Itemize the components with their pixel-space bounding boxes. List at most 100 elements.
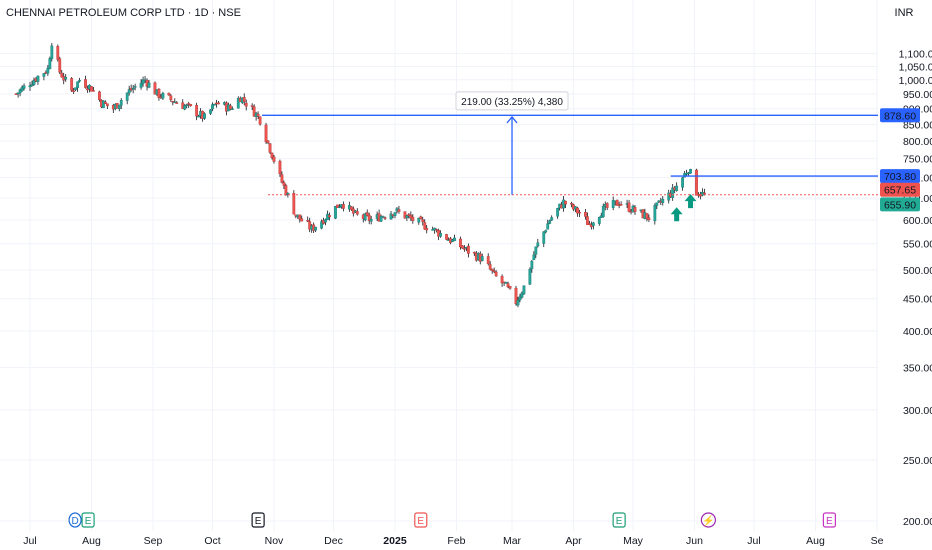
candle-up	[520, 292, 524, 298]
candle-down	[60, 72, 64, 78]
candle-up	[405, 215, 409, 219]
candle-up	[689, 169, 692, 174]
candle-down	[171, 100, 175, 103]
event-marker[interactable]	[81, 512, 95, 528]
candle-down	[419, 216, 423, 220]
candle-up	[133, 86, 137, 88]
level-price-tag: 878.60	[884, 110, 916, 122]
candle-up	[141, 79, 145, 84]
candle-up	[320, 221, 323, 229]
candle-down	[84, 79, 87, 88]
candle-down	[619, 204, 623, 206]
measure-label[interactable]: 219.00 (33.25%) 4,380	[455, 91, 569, 111]
candle-up	[675, 185, 679, 191]
event-marker[interactable]	[251, 512, 265, 528]
x-tick-label: Mar	[503, 535, 522, 547]
candle-down	[367, 214, 371, 221]
candle-up	[591, 222, 595, 226]
candle-down	[349, 206, 353, 210]
candle-down	[647, 217, 651, 220]
candle-up	[48, 58, 52, 70]
candle-up	[125, 92, 129, 101]
candle-down	[58, 58, 62, 73]
candle-up	[139, 82, 143, 88]
candle-down	[167, 92, 171, 96]
candle-up	[117, 104, 121, 110]
event-letter: E	[85, 516, 92, 527]
candle-up	[314, 226, 318, 231]
candle-up	[544, 230, 548, 233]
drawings[interactable]: 219.00 (33.25%) 4,380	[262, 91, 878, 222]
candle-up	[20, 87, 24, 92]
candle-down	[187, 103, 191, 105]
candle-down	[585, 216, 589, 225]
candle-up	[64, 76, 68, 80]
candle-down	[445, 234, 448, 240]
candle-down	[336, 204, 339, 209]
candle-down	[605, 203, 609, 208]
time-axis[interactable]: Jul Aug Sep Oct Nov Dec 2025 Feb Mar Apr May Jun Jul…	[23, 535, 883, 547]
candle-down	[703, 192, 706, 195]
candle-up	[30, 84, 34, 87]
measure-label-text: 219.00 (33.25%) 4,380	[461, 97, 563, 108]
candle-down	[695, 169, 698, 196]
candle-down	[494, 271, 498, 277]
candle-down	[244, 102, 248, 107]
event-marker[interactable]	[612, 512, 626, 528]
x-tick-label: Se	[871, 535, 884, 547]
candle-up	[671, 187, 675, 198]
level-price-tag-box	[880, 169, 920, 184]
candle-up	[530, 260, 534, 269]
candle-down	[292, 193, 296, 215]
candle-down	[98, 91, 101, 100]
level-price-tag-box	[880, 108, 920, 123]
candle-down	[157, 88, 161, 98]
y-tick-label: 500.00	[903, 265, 932, 277]
candle-up	[546, 223, 550, 230]
candle-up	[28, 85, 32, 88]
event-marker[interactable]	[414, 512, 428, 528]
candle-down	[282, 182, 286, 186]
candle-up	[681, 177, 685, 188]
event-letter: E	[417, 516, 424, 527]
candle-down	[280, 174, 284, 183]
grid	[0, 0, 878, 531]
candle-up	[236, 98, 240, 109]
candle-up	[50, 45, 54, 59]
candle-down	[627, 202, 631, 212]
candle-up	[597, 217, 601, 224]
candle-up	[369, 219, 373, 222]
x-tick-label: Jul	[23, 535, 36, 547]
candle-down	[300, 218, 304, 222]
candle-down	[70, 78, 74, 91]
candle-up	[127, 89, 131, 94]
candle-down	[328, 215, 331, 218]
candle-down	[425, 228, 429, 231]
x-tick-label: Nov	[265, 535, 284, 547]
candle-down	[90, 86, 93, 92]
y-tick-label: 950.00	[903, 89, 932, 101]
candle-up	[655, 202, 659, 206]
event-marker[interactable]	[68, 512, 82, 528]
event-markers[interactable]: D E E E E ⚡ E	[68, 512, 836, 528]
candle-down	[72, 90, 76, 92]
measure-label-box	[455, 91, 569, 111]
candle-up	[504, 282, 508, 284]
candle-up	[611, 200, 615, 208]
candle-up	[550, 217, 554, 221]
candle-up	[363, 213, 367, 221]
candle-down	[488, 264, 492, 270]
price-axis[interactable]: 1,100.001,050.001,000.00950.00900.00850.…	[880, 49, 932, 528]
candle-down	[421, 219, 425, 222]
y-tick-label: 550.00	[903, 239, 932, 251]
y-tick-label: 400.00	[903, 326, 932, 338]
x-tick-label: May	[623, 535, 644, 547]
candle-up	[42, 73, 46, 77]
candle-down	[153, 82, 157, 95]
event-marker[interactable]	[700, 512, 716, 528]
candle-down	[228, 105, 232, 110]
event-marker[interactable]	[822, 512, 836, 528]
event-letter: E	[826, 516, 833, 527]
candle-up	[439, 233, 443, 237]
